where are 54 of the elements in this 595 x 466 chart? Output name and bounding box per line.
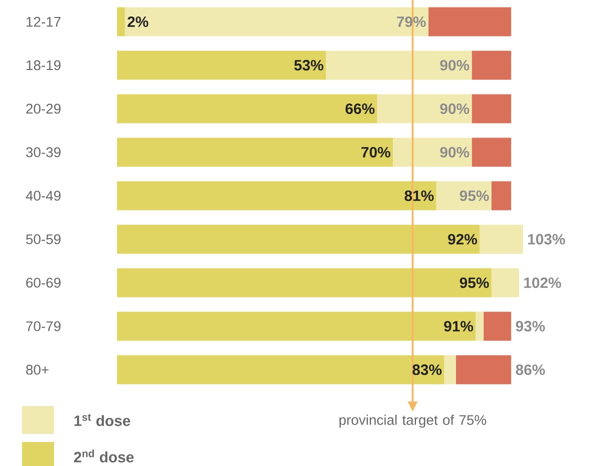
- ref-line-label: provincial target of 75%: [340, 414, 486, 428]
- data-label: 95%: [460, 277, 489, 288]
- bar: [377, 94, 472, 124]
- data-label: 91%: [444, 320, 474, 332]
- data-label: 92%: [448, 234, 478, 245]
- bar: [444, 355, 456, 384]
- data-label: 81%: [404, 190, 434, 202]
- bar: [117, 355, 444, 384]
- bar: [476, 312, 484, 341]
- bar: [117, 181, 436, 210]
- y-tick-label: 40-49: [26, 190, 61, 201]
- bar: [472, 138, 512, 167]
- annotation: 90%: [440, 146, 470, 158]
- y-tick-label: 20-29: [26, 104, 61, 114]
- data-label: 70%: [361, 146, 390, 158]
- y-tick-label: 30-39: [26, 147, 61, 158]
- y-tick-label: 70-79: [26, 321, 61, 332]
- bar: [436, 181, 492, 210]
- legend-label: 1$^{st}$ dose: [74, 414, 130, 426]
- bar: [117, 224, 480, 254]
- annotation: 90%: [440, 60, 470, 71]
- bar: [472, 94, 512, 124]
- bar: [117, 268, 492, 298]
- bar: [428, 7, 512, 36]
- bar: [392, 138, 472, 167]
- annotation: 103%: [528, 234, 566, 245]
- data-label: 53%: [294, 60, 324, 71]
- annotation: 95%: [460, 190, 489, 202]
- annotation: 102%: [524, 277, 562, 288]
- y-tick-label: 50-59: [26, 234, 61, 244]
- y-tick-label: 80+: [26, 364, 48, 375]
- y-tick-label: 12-17: [26, 16, 60, 27]
- bar: [491, 181, 512, 210]
- bar: [124, 7, 428, 36]
- bar: [484, 312, 512, 341]
- bar: [326, 50, 472, 80]
- y-tick-label: 60-69: [26, 278, 61, 288]
- bar: [117, 50, 326, 80]
- data-label: 66%: [346, 103, 375, 114]
- data-label: 2%: [128, 16, 148, 28]
- bar: [480, 224, 524, 254]
- data-label: 83%: [412, 364, 442, 376]
- bar: [117, 312, 476, 341]
- bar: [472, 50, 512, 80]
- legend-label: 2$^{nd}$ dose: [74, 450, 134, 462]
- annotation: 86%: [516, 364, 545, 376]
- bar: [117, 138, 393, 167]
- y-tick-label: 18-19: [26, 60, 61, 70]
- bar: [117, 94, 378, 124]
- annotation: 93%: [516, 320, 545, 332]
- bar: [491, 268, 520, 298]
- annotation: 90%: [440, 103, 470, 114]
- bar: [117, 7, 125, 36]
- bar: [456, 355, 512, 384]
